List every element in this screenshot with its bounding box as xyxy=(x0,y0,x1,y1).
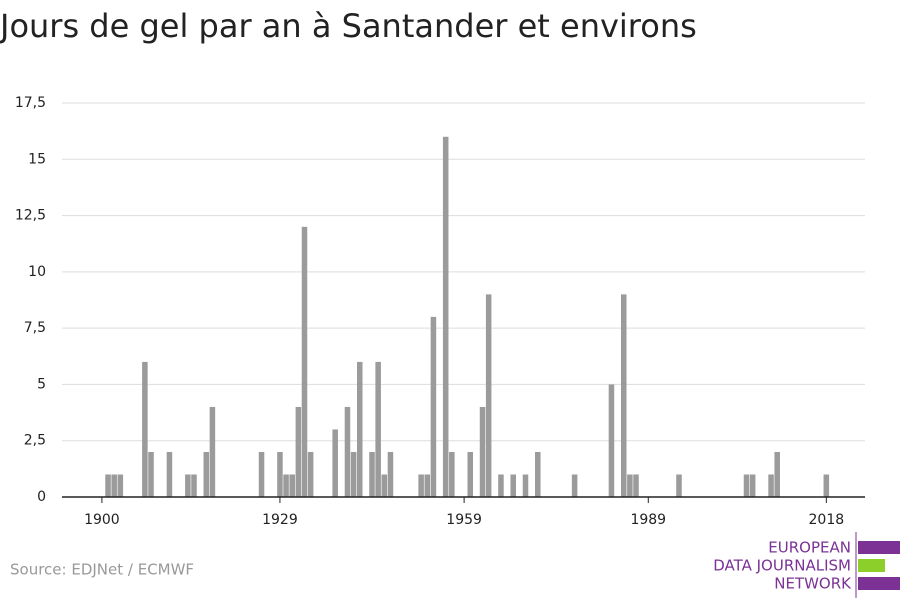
bar xyxy=(749,474,756,497)
bar xyxy=(522,474,529,497)
bar xyxy=(111,474,117,497)
x-tick-label: 1929 xyxy=(262,512,298,528)
bar xyxy=(418,474,424,497)
bar xyxy=(105,474,111,497)
logo-bar xyxy=(858,559,885,572)
bar xyxy=(633,474,639,497)
bar xyxy=(307,451,314,497)
y-tick-label: 15 xyxy=(28,151,46,167)
x-tick-label: 1989 xyxy=(630,512,666,528)
bar xyxy=(332,429,338,497)
logo-text: EUROPEAN xyxy=(768,539,851,557)
bar xyxy=(449,451,455,497)
bar xyxy=(356,361,363,497)
bar xyxy=(148,451,154,497)
bar xyxy=(142,361,148,497)
y-tick-label: 17,5 xyxy=(15,95,46,111)
bar xyxy=(375,361,381,497)
x-tick-label: 1900 xyxy=(84,512,120,528)
bar xyxy=(467,451,474,497)
logo-text: NETWORK xyxy=(774,575,852,593)
bar xyxy=(381,474,388,497)
bar xyxy=(289,474,295,497)
bar xyxy=(774,451,780,497)
bar xyxy=(430,316,437,497)
bar xyxy=(369,451,375,497)
bar xyxy=(620,294,627,497)
bar xyxy=(185,474,191,497)
y-tick-label: 2,5 xyxy=(24,433,46,449)
bar xyxy=(350,451,357,497)
bar xyxy=(283,474,289,497)
bar xyxy=(191,474,197,497)
bar xyxy=(301,226,308,498)
logo-bar xyxy=(858,577,900,590)
bar xyxy=(479,406,486,497)
y-tick-label: 10 xyxy=(28,264,46,280)
bar xyxy=(510,474,516,497)
y-tick-label: 12,5 xyxy=(15,208,46,224)
bar xyxy=(823,474,830,497)
bar xyxy=(485,294,492,497)
x-tick-label: 1959 xyxy=(446,512,482,528)
bar xyxy=(258,451,265,497)
bar xyxy=(743,474,750,497)
bar xyxy=(442,136,449,497)
source: Source: EDJNet / ECMWF xyxy=(10,561,194,579)
y-tick-label: 7,5 xyxy=(24,320,46,336)
bar xyxy=(768,474,774,497)
bar xyxy=(166,451,173,497)
bar xyxy=(387,451,394,497)
bar xyxy=(117,474,124,497)
bar xyxy=(535,451,541,497)
bar xyxy=(203,451,210,497)
bar xyxy=(344,406,351,497)
bar xyxy=(295,406,302,497)
logo-bar xyxy=(858,541,900,554)
bar xyxy=(277,451,283,497)
chart-title: Jours de gel par an à Santander et envir… xyxy=(0,7,697,45)
y-tick-label: 0 xyxy=(37,489,46,505)
bar xyxy=(424,474,431,497)
bar xyxy=(608,384,615,497)
bar xyxy=(676,474,682,497)
y-tick-label: 5 xyxy=(37,376,46,392)
x-tick-label: 2018 xyxy=(809,512,845,528)
bar xyxy=(627,474,633,497)
bar xyxy=(571,474,578,497)
bar xyxy=(498,474,504,497)
logo-text: DATA JOURNALISM xyxy=(713,557,851,575)
bar xyxy=(209,406,216,497)
